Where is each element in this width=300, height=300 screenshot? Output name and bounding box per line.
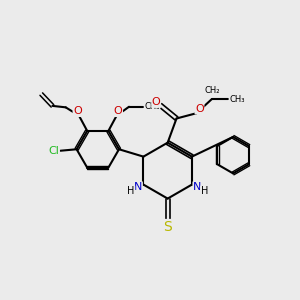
Text: Cl: Cl (49, 146, 59, 156)
Text: O: O (152, 97, 161, 107)
Text: O: O (195, 104, 204, 114)
Text: CH₂: CH₂ (204, 86, 220, 95)
Text: CH₃: CH₃ (229, 94, 245, 103)
Text: CH₃: CH₃ (144, 102, 160, 111)
Text: N: N (134, 182, 142, 192)
Text: H: H (128, 186, 135, 196)
Text: O: O (114, 106, 122, 116)
Text: S: S (163, 220, 172, 234)
Text: O: O (73, 106, 82, 116)
Text: N: N (193, 182, 201, 192)
Text: H: H (201, 186, 208, 196)
